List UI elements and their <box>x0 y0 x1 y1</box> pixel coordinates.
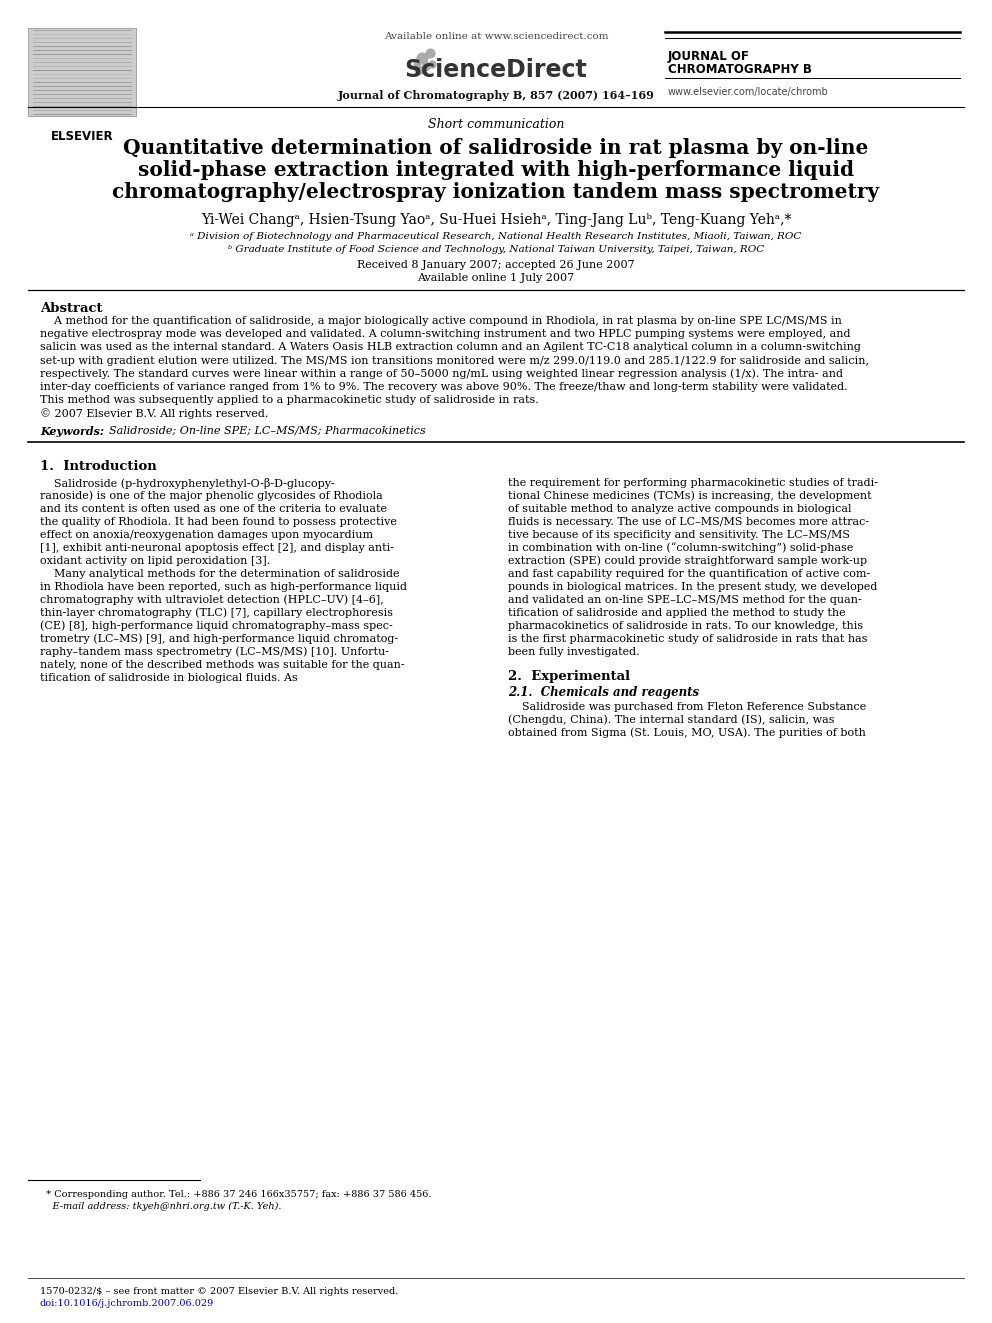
Text: ranoside) is one of the major phenolic glycosides of Rhodiola: ranoside) is one of the major phenolic g… <box>40 491 383 501</box>
Text: (CE) [8], high-performance liquid chromatography–mass spec-: (CE) [8], high-performance liquid chroma… <box>40 620 393 631</box>
Text: the requirement for performing pharmacokinetic studies of tradi-: the requirement for performing pharmacok… <box>508 478 878 488</box>
Text: inter-day coefficients of variance ranged from 1% to 9%. The recovery was above : inter-day coefficients of variance range… <box>40 382 847 392</box>
Text: www.elsevier.com/locate/chromb: www.elsevier.com/locate/chromb <box>668 87 828 97</box>
Text: doi:10.1016/j.jchromb.2007.06.029: doi:10.1016/j.jchromb.2007.06.029 <box>40 1299 214 1308</box>
Text: respectively. The standard curves were linear within a range of 50–5000 ng/mL us: respectively. The standard curves were l… <box>40 369 843 380</box>
Text: been fully investigated.: been fully investigated. <box>508 647 640 656</box>
Text: in Rhodiola have been reported, such as high-performance liquid: in Rhodiola have been reported, such as … <box>40 582 407 591</box>
Text: chromatography with ultraviolet detection (HPLC–UV) [4–6],: chromatography with ultraviolet detectio… <box>40 594 384 605</box>
Text: 1.  Introduction: 1. Introduction <box>40 459 157 472</box>
Point <box>422 42 437 64</box>
Text: is the first pharmacokinetic study of salidroside in rats that has: is the first pharmacokinetic study of sa… <box>508 634 867 643</box>
Text: ᵃ Division of Biotechnology and Pharmaceutical Research, National Health Researc: ᵃ Division of Biotechnology and Pharmace… <box>190 232 802 241</box>
Text: and its content is often used as one of the criteria to evaluate: and its content is often used as one of … <box>40 504 387 513</box>
Text: thin-layer chromatography (TLC) [7], capillary electrophoresis: thin-layer chromatography (TLC) [7], cap… <box>40 607 393 618</box>
Text: A method for the quantification of salidroside, a major biologically active comp: A method for the quantification of salid… <box>40 316 842 325</box>
Text: Journal of Chromatography B, 857 (2007) 164–169: Journal of Chromatography B, 857 (2007) … <box>337 90 655 101</box>
Text: salicin was used as the internal standard. A Waters Oasis HLB extraction column : salicin was used as the internal standar… <box>40 343 861 352</box>
Text: set-up with gradient elution were utilized. The MS/MS ion transitions monitored : set-up with gradient elution were utiliz… <box>40 356 869 365</box>
Text: Yi-Wei Changᵃ, Hsien-Tsung Yaoᵃ, Su-Huei Hsiehᵃ, Ting-Jang Luᵇ, Teng-Kuang Yehᵃ,: Yi-Wei Changᵃ, Hsien-Tsung Yaoᵃ, Su-Huei… <box>200 213 792 228</box>
Text: oxidant activity on lipid peroxidation [3].: oxidant activity on lipid peroxidation [… <box>40 556 270 566</box>
Text: * Corresponding author. Tel.: +886 37 246 166x35757; fax: +886 37 586 456.: * Corresponding author. Tel.: +886 37 24… <box>40 1189 432 1199</box>
Text: and validated an on-line SPE–LC–MS/MS method for the quan-: and validated an on-line SPE–LC–MS/MS me… <box>508 594 862 605</box>
Bar <box>28 28 136 116</box>
Text: tification of salidroside in biological fluids. As: tification of salidroside in biological … <box>40 672 298 683</box>
Text: fluids is necessary. The use of LC–MS/MS becomes more attrac-: fluids is necessary. The use of LC–MS/MS… <box>508 516 869 527</box>
Text: negative electrospray mode was developed and validated. A column-switching instr: negative electrospray mode was developed… <box>40 329 850 339</box>
Text: trometry (LC–MS) [9], and high-performance liquid chromatog-: trometry (LC–MS) [9], and high-performan… <box>40 634 398 644</box>
Text: raphy–tandem mass spectrometry (LC–MS/MS) [10]. Unfortu-: raphy–tandem mass spectrometry (LC–MS/MS… <box>40 647 389 658</box>
Point <box>424 53 439 74</box>
Text: ᵇ Graduate Institute of Food Science and Technology, National Taiwan University,: ᵇ Graduate Institute of Food Science and… <box>228 245 764 254</box>
Text: ScienceDirect: ScienceDirect <box>405 58 587 82</box>
Text: (Chengdu, China). The internal standard (IS), salicin, was: (Chengdu, China). The internal standard … <box>508 714 834 725</box>
Text: 2.  Experimental: 2. Experimental <box>508 669 630 683</box>
Text: JOURNAL OF: JOURNAL OF <box>668 50 750 64</box>
Text: obtained from Sigma (St. Louis, MO, USA). The purities of both: obtained from Sigma (St. Louis, MO, USA)… <box>508 728 866 738</box>
Point <box>414 48 430 69</box>
Text: Available online 1 July 2007: Available online 1 July 2007 <box>418 273 574 283</box>
Text: E-mail address: tkyeh@nhri.org.tw (T.-K. Yeh).: E-mail address: tkyeh@nhri.org.tw (T.-K.… <box>40 1203 282 1211</box>
Text: in combination with on-line (“column-switching”) solid-phase: in combination with on-line (“column-swi… <box>508 542 853 553</box>
Text: tional Chinese medicines (TCMs) is increasing, the development: tional Chinese medicines (TCMs) is incre… <box>508 491 872 501</box>
Text: Many analytical methods for the determination of salidroside: Many analytical methods for the determin… <box>40 569 400 578</box>
Text: Available online at www.sciencedirect.com: Available online at www.sciencedirect.co… <box>384 32 608 41</box>
Text: Short communication: Short communication <box>428 118 564 131</box>
Text: the quality of Rhodiola. It had been found to possess protective: the quality of Rhodiola. It had been fou… <box>40 516 397 527</box>
Text: Salidroside (p-hydroxyphenylethyl-O-β-D-glucopy-: Salidroside (p-hydroxyphenylethyl-O-β-D-… <box>40 478 334 488</box>
Text: Keywords:: Keywords: <box>40 426 104 437</box>
Text: effect on anoxia/reoxygenation damages upon myocardium: effect on anoxia/reoxygenation damages u… <box>40 529 373 540</box>
Text: tification of salidroside and applied the method to study the: tification of salidroside and applied th… <box>508 607 845 618</box>
Text: chromatography/electrospray ionization tandem mass spectrometry: chromatography/electrospray ionization t… <box>112 183 880 202</box>
Text: nately, none of the described methods was suitable for the quan-: nately, none of the described methods wa… <box>40 660 405 669</box>
Text: pharmacokinetics of salidroside in rats. To our knowledge, this: pharmacokinetics of salidroside in rats.… <box>508 620 863 631</box>
Text: tive because of its specificity and sensitivity. The LC–MS/MS: tive because of its specificity and sens… <box>508 529 850 540</box>
Text: Received 8 January 2007; accepted 26 June 2007: Received 8 January 2007; accepted 26 Jun… <box>357 261 635 270</box>
Text: 2.1.  Chemicals and reagents: 2.1. Chemicals and reagents <box>508 685 699 699</box>
Point <box>411 60 427 81</box>
Text: pounds in biological matrices. In the present study, we developed: pounds in biological matrices. In the pr… <box>508 582 877 591</box>
Text: This method was subsequently applied to a pharmacokinetic study of salidroside i: This method was subsequently applied to … <box>40 396 539 405</box>
Text: 1570-0232/$ – see front matter © 2007 Elsevier B.V. All rights reserved.: 1570-0232/$ – see front matter © 2007 El… <box>40 1287 399 1297</box>
Text: CHROMATOGRAPHY B: CHROMATOGRAPHY B <box>668 64 811 75</box>
Text: © 2007 Elsevier B.V. All rights reserved.: © 2007 Elsevier B.V. All rights reserved… <box>40 409 269 419</box>
Text: [1], exhibit anti-neuronal apoptosis effect [2], and display anti-: [1], exhibit anti-neuronal apoptosis eff… <box>40 542 394 553</box>
Text: ELSEVIER: ELSEVIER <box>51 130 113 143</box>
Point <box>409 53 425 74</box>
Text: extraction (SPE) could provide straightforward sample work-up: extraction (SPE) could provide straightf… <box>508 556 867 566</box>
Text: Salidroside was purchased from Fleton Reference Substance: Salidroside was purchased from Fleton Re… <box>508 701 866 712</box>
Text: of suitable method to analyze active compounds in biological: of suitable method to analyze active com… <box>508 504 851 513</box>
Point <box>418 56 434 77</box>
Text: Quantitative determination of salidroside in rat plasma by on-line: Quantitative determination of salidrosid… <box>123 138 869 157</box>
Text: and fast capability required for the quantification of active com-: and fast capability required for the qua… <box>508 569 870 578</box>
Text: Salidroside; On-line SPE; LC–MS/MS; Pharmacokinetics: Salidroside; On-line SPE; LC–MS/MS; Phar… <box>102 426 426 435</box>
Text: solid-phase extraction integrated with high-performance liquid: solid-phase extraction integrated with h… <box>138 160 854 180</box>
Text: Abstract: Abstract <box>40 302 102 315</box>
